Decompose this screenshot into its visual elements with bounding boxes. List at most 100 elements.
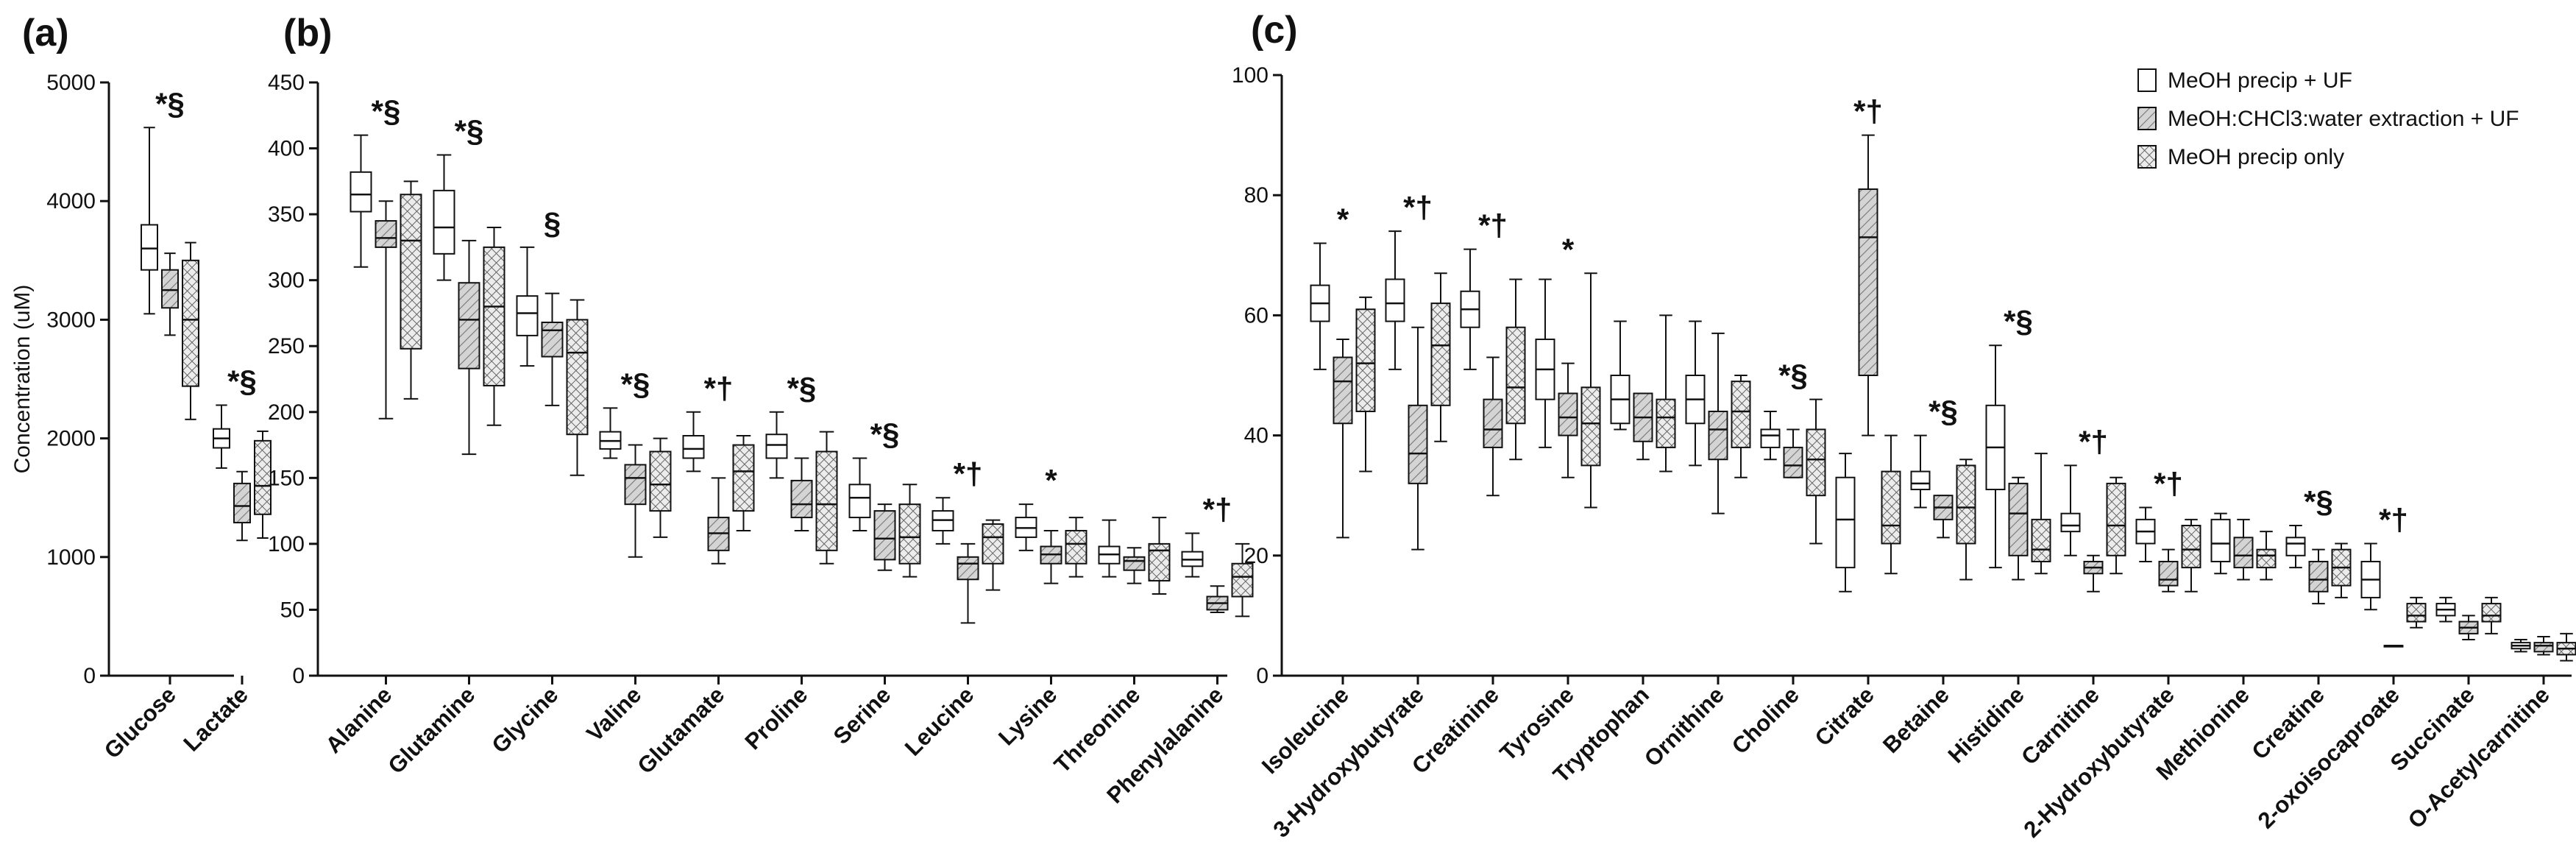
box-threonine-3	[1148, 542, 1171, 582]
box-isoleucine-2	[1333, 356, 1353, 425]
significance-marker: *†	[1203, 492, 1232, 527]
category-label: Choline	[1727, 682, 1804, 759]
y-tick-label: 20	[1244, 544, 1269, 568]
significance-marker: *§	[1929, 395, 1958, 429]
category-label: Ornithine	[1639, 682, 1729, 771]
box-o-acetylcarnitine-2	[2533, 642, 2554, 653]
category-label: Histidine	[1943, 682, 2029, 768]
y-tick-label: 0	[83, 664, 96, 688]
box-proline-3	[815, 450, 838, 551]
box-valine-2	[624, 464, 647, 506]
category-label: 3-Hydroxybutyrate	[1269, 682, 1429, 842]
box-glucose-2	[161, 269, 179, 309]
box-2-hydroxybutyrate-3	[2181, 525, 2201, 569]
box-tyrosine-3	[1580, 386, 1601, 467]
panel-b: (b)050100150200250300350400450*§Alanine*…	[268, 12, 1254, 808]
significance-marker: *	[1045, 463, 1057, 498]
box-lactate-3	[254, 439, 272, 515]
significance-marker: *†	[1853, 94, 1883, 129]
box-glycine-3	[566, 319, 589, 436]
legend-swatch	[2137, 145, 2157, 169]
significance-marker: *§	[2004, 304, 2033, 339]
category-label: Citrate	[1810, 682, 1879, 751]
box-carnitine-1	[2060, 512, 2081, 533]
box-proline-2	[790, 479, 813, 519]
box-serine-2	[873, 510, 896, 561]
category-label: Serine	[828, 682, 896, 749]
y-tick-label: 60	[1244, 303, 1269, 328]
box-leucine-2	[957, 556, 979, 581]
legend-swatch	[2137, 107, 2157, 130]
category-label: Glutamine	[383, 682, 480, 779]
significance-marker: *†	[704, 371, 734, 406]
significance-marker: *†	[2079, 424, 2108, 459]
box-glutamate-3	[732, 444, 755, 512]
box-choline-1	[1760, 428, 1781, 448]
box-lysine-3	[1065, 529, 1087, 565]
box-methionine-2	[2233, 537, 2254, 569]
box-valine-3	[649, 450, 672, 512]
box-lactate-2	[233, 482, 251, 524]
box-glucose-3	[182, 259, 199, 387]
box-creatine-1	[2285, 537, 2306, 556]
category-label: Lysine	[993, 682, 1062, 750]
box-tryptophan-3	[1656, 398, 1676, 448]
box-methionine-3	[2256, 548, 2277, 569]
box-creatinine-2	[1483, 398, 1503, 448]
y-axis-label: Concentration (uM)	[10, 285, 35, 474]
significance-marker: *†	[2154, 467, 2183, 501]
box-citrate-2	[1858, 188, 1878, 377]
significance-marker: *†	[1478, 208, 1508, 243]
significance-marker: *§	[155, 86, 185, 121]
box-alanine-1	[350, 171, 372, 213]
box-glutamate-1	[682, 435, 705, 459]
legend-label: MeOH precip only	[2168, 145, 2344, 169]
category-label: Betaine	[1878, 682, 1954, 758]
significance-marker: §	[544, 206, 561, 241]
box-carnitine-3	[2106, 482, 2126, 556]
box-citrate-1	[1835, 476, 1856, 569]
box-glycine-2	[541, 321, 564, 358]
box-glutamine-2	[458, 282, 480, 369]
significance-marker: *†	[1403, 190, 1433, 224]
box-citrate-3	[1881, 470, 1901, 545]
category-label: Lactate	[178, 682, 253, 757]
category-label: Proline	[739, 682, 812, 754]
panel-c: (c)020406080100*Isoleucine*†3-Hydroxybut…	[1232, 9, 2576, 843]
y-tick-label: 100	[1232, 63, 1269, 88]
y-tick-label: 50	[280, 598, 305, 622]
significance-marker: *	[1562, 232, 1575, 266]
significance-marker: *†	[2379, 502, 2408, 537]
y-tick-label: 3000	[46, 308, 96, 332]
legend-label: MeOH:CHCl3:water extraction + UF	[2168, 107, 2519, 131]
box-alanine-2	[375, 220, 397, 248]
box-choline-2	[1783, 446, 1803, 478]
box-glycine-1	[516, 295, 539, 336]
category-label: Glutamate	[632, 682, 729, 779]
box-ornithine-2	[1708, 410, 1728, 461]
y-tick-label: 80	[1244, 183, 1269, 208]
box-proline-1	[765, 434, 788, 459]
box-3-hydroxybutyrate-3	[1430, 303, 1451, 406]
significance-marker: *§	[1778, 358, 1808, 393]
box-ornithine-3	[1731, 381, 1751, 448]
legend-label: MeOH precip + UF	[2168, 68, 2352, 93]
category-label: 2-oxoisocaproate	[2253, 682, 2405, 833]
category-label: Glycine	[487, 682, 564, 758]
y-tick-label: 300	[268, 269, 305, 293]
box-leucine-3	[982, 523, 1004, 565]
significance-marker: *§	[621, 367, 650, 401]
box-phenylalanine-3	[1231, 562, 1254, 598]
panel-letter: (c)	[1251, 9, 1298, 52]
box-3-hydroxybutyrate-2	[1408, 404, 1428, 484]
y-tick-label: 350	[268, 202, 305, 227]
significance-marker: *§	[870, 417, 900, 451]
box-betaine-1	[1910, 470, 1931, 491]
y-tick-label: 0	[1256, 664, 1269, 688]
significance-marker: *§	[372, 94, 401, 129]
box-creatinine-3	[1505, 326, 1526, 425]
box-creatine-2	[2308, 560, 2329, 593]
y-tick-label: 100	[268, 532, 305, 556]
y-tick-label: 150	[268, 466, 305, 490]
category-label: Glucose	[99, 682, 181, 763]
